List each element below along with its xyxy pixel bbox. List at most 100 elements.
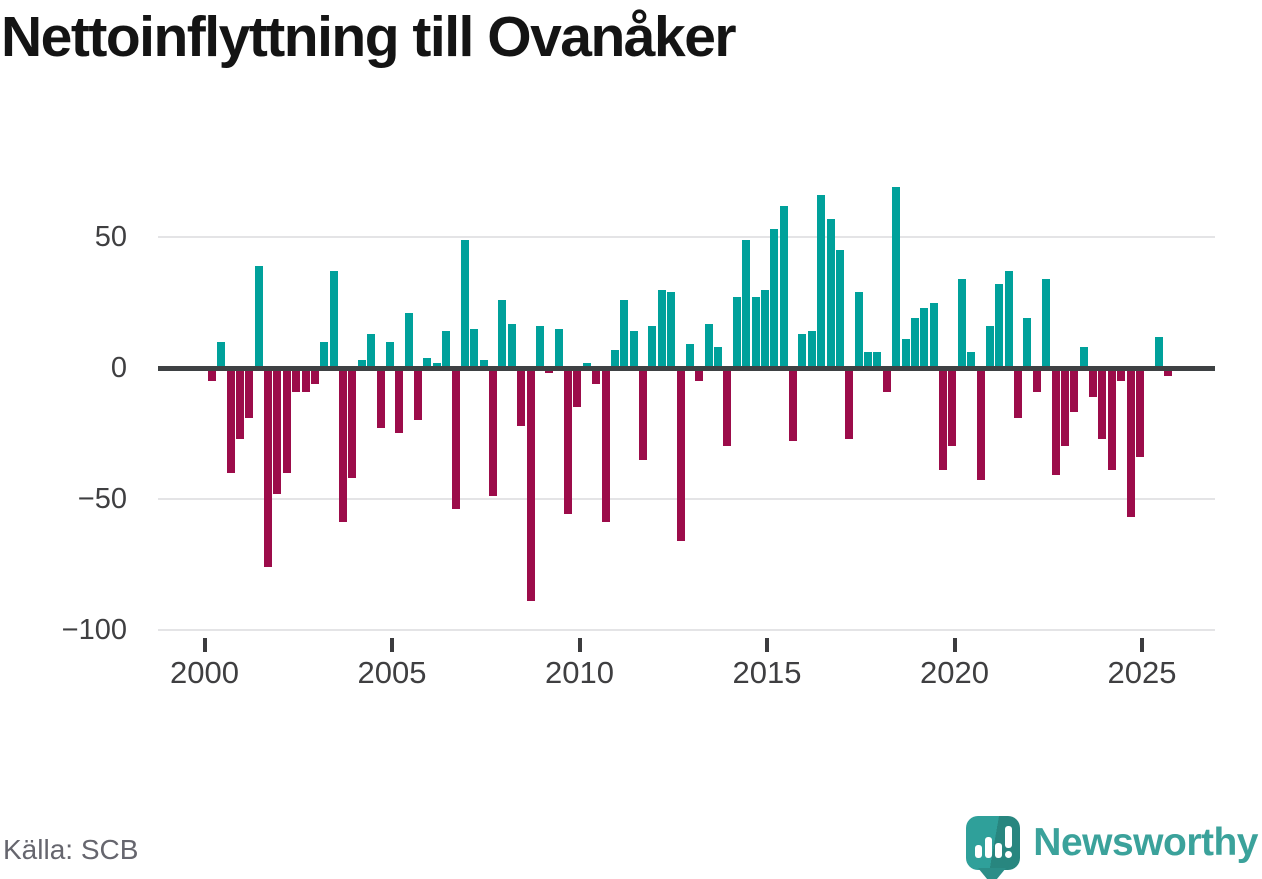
bar-2020-Q3 bbox=[976, 368, 985, 481]
y-axis-label-50: 50 bbox=[94, 221, 127, 254]
bar-2013-Q2 bbox=[704, 323, 713, 368]
newsworthy-bubble-chart-icon bbox=[966, 816, 1021, 879]
bar-2006-Q1 bbox=[432, 362, 441, 368]
bar-2015-Q1 bbox=[770, 229, 779, 368]
bar-2013-Q3 bbox=[714, 347, 723, 368]
bar-2000-Q3 bbox=[226, 368, 235, 473]
bar-2003-Q4 bbox=[348, 368, 357, 478]
bar-2014-Q4 bbox=[760, 289, 769, 368]
bar-2011-Q2 bbox=[629, 331, 638, 368]
bar-2009-Q4 bbox=[573, 368, 582, 408]
bar-2015-Q3 bbox=[789, 368, 798, 442]
bar-2017-Q1 bbox=[845, 368, 854, 439]
bar-2004-Q2 bbox=[367, 333, 376, 368]
bar-2025-Q2 bbox=[1154, 336, 1163, 368]
bar-2022-Q1 bbox=[1032, 368, 1041, 392]
bar-2007-Q2 bbox=[479, 360, 488, 368]
bar-2021-Q2 bbox=[1004, 271, 1013, 368]
bar-2019-Q1 bbox=[920, 307, 929, 368]
bar-2023-Q2 bbox=[1079, 347, 1088, 368]
bar-2005-Q3 bbox=[414, 368, 423, 421]
bar-2019-Q3 bbox=[939, 368, 948, 471]
bar-2017-Q4 bbox=[873, 352, 882, 368]
bar-2021-Q3 bbox=[1014, 368, 1023, 418]
x-axis-label-2025: 2025 bbox=[1107, 655, 1177, 690]
bar-2016-Q2 bbox=[817, 195, 826, 368]
bar-2018-Q4 bbox=[910, 318, 919, 368]
bar-2012-Q4 bbox=[685, 344, 694, 368]
bar-2016-Q4 bbox=[835, 250, 844, 368]
gridline--50 bbox=[158, 497, 1215, 500]
bar-2023-Q3 bbox=[1089, 368, 1098, 397]
bar-2003-Q1 bbox=[320, 341, 329, 368]
bar-2013-Q1 bbox=[695, 368, 704, 382]
bar-2003-Q2 bbox=[329, 271, 338, 368]
bar-2025-Q3 bbox=[1164, 368, 1173, 376]
bar-2014-Q2 bbox=[742, 239, 751, 368]
bar-2023-Q1 bbox=[1070, 368, 1079, 413]
bar-2021-Q4 bbox=[1023, 318, 1032, 368]
bar-2024-Q2 bbox=[1117, 368, 1126, 382]
bar-2008-Q4 bbox=[535, 326, 544, 368]
icon-bar-3 bbox=[995, 843, 1003, 858]
bar-2015-Q2 bbox=[779, 205, 788, 368]
x-axis-label-2000: 2000 bbox=[170, 655, 239, 690]
x-axis-tick-2010 bbox=[577, 638, 582, 652]
x-axis-tick-2015 bbox=[765, 638, 769, 652]
speech-bubble-tail bbox=[978, 868, 1007, 879]
bar-2010-Q4 bbox=[610, 349, 619, 368]
bar-2011-Q3 bbox=[639, 368, 648, 460]
newsworthy-logo: Newsworthy bbox=[966, 808, 1258, 879]
bar-2018-Q2 bbox=[892, 187, 901, 368]
y-axis-label--50: −50 bbox=[77, 482, 127, 515]
x-axis-label-2015: 2015 bbox=[732, 655, 802, 690]
speech-bubble-shape bbox=[966, 816, 1021, 870]
bar-2015-Q4 bbox=[798, 333, 807, 368]
bar-2012-Q3 bbox=[676, 368, 685, 541]
x-axis-tick-2020 bbox=[952, 638, 957, 652]
bar-2021-Q1 bbox=[995, 284, 1004, 368]
bar-2010-Q1 bbox=[582, 362, 591, 368]
icon-exclamation-stem bbox=[1005, 826, 1013, 848]
bar-2016-Q1 bbox=[807, 331, 816, 368]
bar-2000-Q1 bbox=[207, 368, 216, 382]
bar-2019-Q2 bbox=[929, 302, 938, 368]
bar-2006-Q4 bbox=[460, 239, 469, 368]
x-axis-tick-2005 bbox=[390, 638, 394, 652]
bar-2008-Q1 bbox=[507, 323, 516, 368]
icon-bar-1 bbox=[975, 845, 983, 858]
newsworthy-wordmark: Newsworthy bbox=[1033, 821, 1258, 864]
bar-2020-Q4 bbox=[985, 326, 994, 368]
bar-2018-Q1 bbox=[882, 368, 891, 392]
bar-2005-Q4 bbox=[423, 357, 432, 368]
icon-bar-2 bbox=[985, 837, 993, 858]
bar-2004-Q1 bbox=[357, 360, 366, 368]
bar-2008-Q3 bbox=[526, 368, 535, 601]
bar-2022-Q4 bbox=[1060, 368, 1069, 447]
bar-2000-Q4 bbox=[235, 368, 244, 439]
bar-2003-Q3 bbox=[339, 368, 348, 523]
bar-2010-Q3 bbox=[601, 368, 610, 523]
bar-2017-Q2 bbox=[854, 292, 863, 368]
bar-2018-Q3 bbox=[901, 339, 910, 368]
bar-2017-Q3 bbox=[864, 352, 873, 368]
x-axis-label-2010: 2010 bbox=[545, 655, 614, 690]
bar-2009-Q2 bbox=[554, 328, 563, 368]
chart-title: Nettoinflyttning till Ovanåker bbox=[1, 5, 737, 69]
bar-2002-Q3 bbox=[301, 368, 310, 392]
bar-2022-Q2 bbox=[1042, 279, 1051, 368]
x-axis-label-2020: 2020 bbox=[920, 655, 989, 690]
bar-2020-Q2 bbox=[967, 352, 976, 368]
bar-2011-Q4 bbox=[648, 326, 657, 368]
bar-2000-Q2 bbox=[217, 341, 226, 368]
bar-2002-Q1 bbox=[282, 368, 291, 473]
bar-2009-Q1 bbox=[545, 368, 554, 374]
bar-2013-Q4 bbox=[723, 368, 732, 447]
bar-2002-Q4 bbox=[310, 368, 319, 384]
bar-2006-Q2 bbox=[442, 331, 451, 368]
x-axis-tick-2000 bbox=[202, 638, 207, 652]
gridline--100 bbox=[158, 628, 1215, 631]
bar-2005-Q1 bbox=[395, 368, 404, 434]
bar-2005-Q2 bbox=[404, 313, 413, 368]
